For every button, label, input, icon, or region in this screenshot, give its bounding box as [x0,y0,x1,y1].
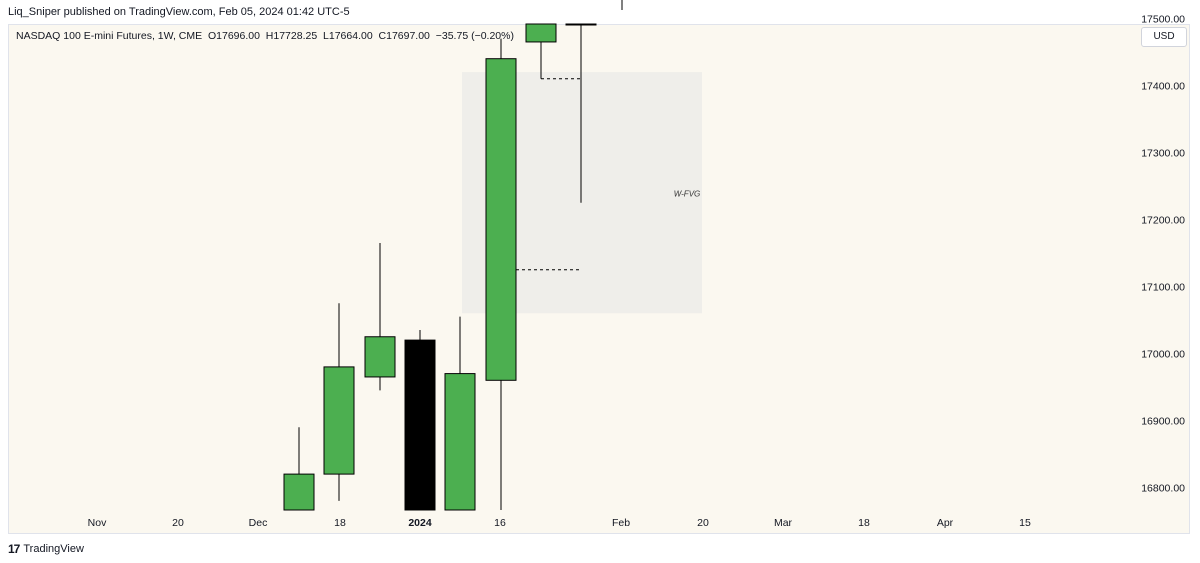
candle-body [565,23,597,26]
fvg-label: W-FVG [674,190,701,199]
x-tick-label: Nov [88,517,107,529]
publisher-line: Liq_Sniper published on TradingView.com,… [8,6,350,18]
y-tick-label: 17500.00 [1141,14,1185,26]
footer-brand: TradingView [23,543,84,555]
candle-body [525,23,557,43]
legend-open: O17696.00 [207,30,260,42]
x-tick-label: 20 [172,517,184,529]
x-tick-label: 18 [334,517,346,529]
x-tick-label: 15 [1019,517,1031,529]
candle-body [364,336,396,378]
currency-button[interactable]: USD [1141,27,1187,47]
x-tick-label: 18 [858,517,870,529]
x-tick-label: Feb [612,517,630,529]
candle-body [283,473,315,511]
candle-body [444,373,476,511]
y-tick-label: 17200.00 [1141,215,1185,227]
y-tick-label: 16900.00 [1141,416,1185,428]
y-tick-label: 16800.00 [1141,483,1185,495]
candle-body [404,339,436,511]
y-tick-label: 17100.00 [1141,282,1185,294]
footer: 17 TradingView [8,542,84,556]
legend-high: H17728.25 [265,30,318,42]
y-tick-label: 17000.00 [1141,349,1185,361]
x-tick-label: 16 [494,517,506,529]
legend-low: L17664.00 [323,30,373,42]
y-tick-label: 17400.00 [1141,81,1185,93]
y-tick-label: 17300.00 [1141,148,1185,160]
candle-body [485,58,517,381]
legend-symbol: NASDAQ 100 E-mini Futures, 1W, CME [16,30,203,42]
candle-body [323,366,355,475]
x-tick-label: Dec [249,517,268,529]
symbol-legend: NASDAQ 100 E-mini Futures, 1W, CME O1769… [16,30,514,42]
legend-close: C17697.00 [378,30,430,42]
x-tick-label: Mar [774,517,793,529]
x-tick-label: 20 [697,517,709,529]
x-tick-label: 2024 [408,517,432,529]
x-tick-label: Apr [937,517,954,529]
tradingview-logo-icon: 17 [8,542,20,556]
legend-change: −35.75 (−0.20%) [435,30,514,42]
